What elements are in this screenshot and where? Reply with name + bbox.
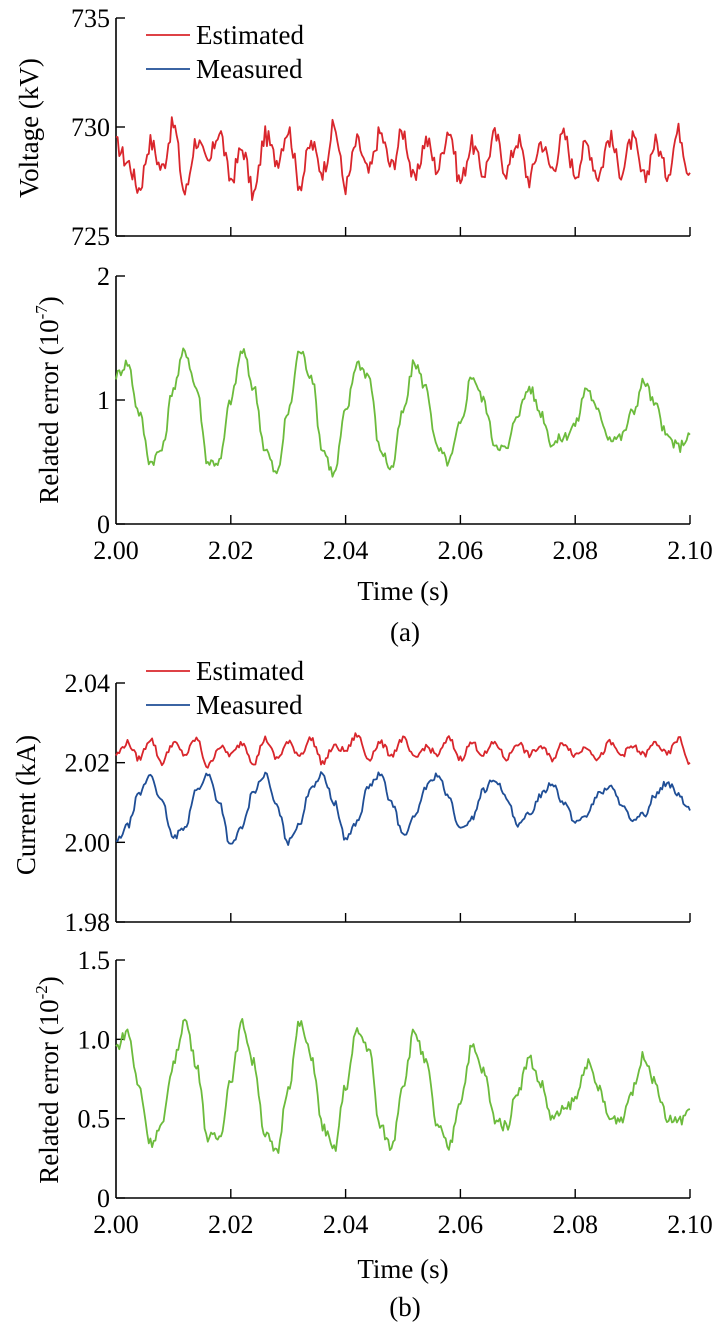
- x-axis-label: Time (s): [357, 1254, 448, 1284]
- error-series-line: [115, 347, 691, 478]
- y-tick-label: 0.5: [78, 1105, 111, 1134]
- legend-label-measured: Measured: [196, 690, 303, 720]
- estimated-series-line: [115, 116, 691, 202]
- current-error-panel: 0 0.5 1.0 1.5 2.00 2.02 2.04 2.06 2.08 2.10 Time (…: [32, 946, 713, 1284]
- y-tick-label: 735: [71, 4, 110, 33]
- y-tick-label: 2.02: [65, 749, 111, 778]
- y-tick-label: 1.98: [65, 908, 111, 937]
- y-axis-label: Current (kA): [11, 735, 41, 875]
- x-tick-label: 2.02: [208, 1210, 254, 1239]
- y-tick-label: 0: [97, 510, 110, 539]
- y-axis-label: Voltage (kV): [14, 58, 44, 198]
- x-tick-label: 2.08: [552, 1210, 598, 1239]
- y-tick-label: 1: [97, 386, 110, 415]
- measured-series-line: [115, 771, 691, 846]
- caption-a: (a): [390, 617, 420, 647]
- y-tick-label: 1.5: [78, 946, 111, 975]
- x-tick-label: 2.04: [323, 1210, 369, 1239]
- legend-label-estimated: Estimated: [196, 656, 304, 686]
- x-tick-label: 2.02: [208, 536, 254, 565]
- x-tick-label: 2.06: [438, 1210, 484, 1239]
- y-tick-label: 1.0: [78, 1025, 111, 1054]
- y-axis-label: Related error (10-7): [32, 296, 64, 504]
- x-axis-label: Time (s): [357, 576, 448, 606]
- x-tick-label: 2.10: [667, 1210, 713, 1239]
- legend-label-estimated: Estimated: [196, 20, 304, 50]
- y-tick-label: 2.00: [65, 828, 111, 857]
- error-series-line: [115, 1018, 691, 1154]
- caption-b: (b): [389, 1292, 420, 1322]
- y-tick-label: 0: [97, 1184, 110, 1213]
- voltage-panel: 725 730 735 Voltage (kV) Estimated Measured: [14, 4, 691, 251]
- y-axis-label: Related error (10-2): [32, 976, 64, 1184]
- y-tick-label: 725: [71, 222, 110, 251]
- x-tick-label: 2.00: [93, 1210, 139, 1239]
- voltage-error-panel: 0 1 2 2.00 2.02 2.04 2.06 2.08 2.10 Time (s) Relat…: [32, 262, 713, 606]
- legend-label-measured: Measured: [196, 54, 303, 84]
- y-tick-label: 730: [71, 113, 110, 142]
- x-tick-label: 2.08: [552, 536, 598, 565]
- x-tick-label: 2.00: [93, 536, 139, 565]
- x-tick-label: 2.04: [323, 536, 369, 565]
- current-panel: 1.98 2.00 2.02 2.04 Current (kA) Estimated Mea…: [11, 656, 691, 937]
- x-tick-label: 2.10: [667, 536, 713, 565]
- y-tick-label: 2: [97, 262, 110, 291]
- estimated-series-line: [115, 732, 691, 769]
- y-tick-label: 2.04: [65, 669, 111, 698]
- x-tick-label: 2.06: [438, 536, 484, 565]
